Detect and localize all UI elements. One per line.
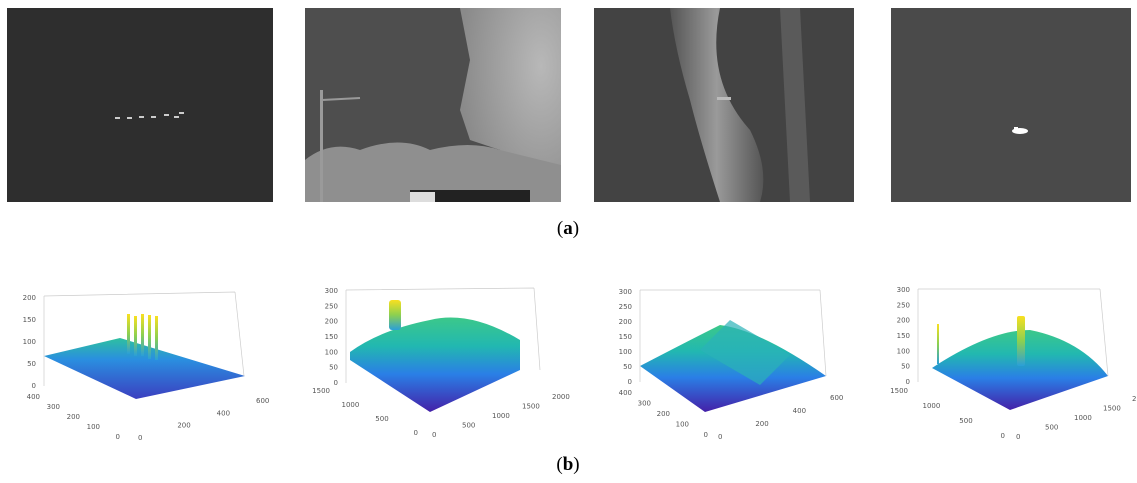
z-tick-label: 50: [623, 363, 632, 371]
z-tick-label: 250: [325, 302, 338, 310]
caption-letter: a: [563, 218, 573, 239]
y-tick-label: 0: [116, 433, 120, 441]
x-tick-label: 200: [177, 422, 190, 430]
x-tick-label: 500: [462, 422, 475, 430]
z-tick-label: 300: [897, 286, 910, 294]
x-tick-label: 0: [138, 434, 142, 442]
z-tick-label: 250: [619, 303, 632, 311]
y-tick-label: 0: [1001, 432, 1005, 440]
z-tick-label: 100: [23, 338, 36, 346]
y-tick-label: 200: [67, 413, 80, 421]
x-tick-label: 500: [1045, 424, 1058, 432]
surface-plot-3: [640, 320, 826, 412]
y-tick-label: 200: [657, 410, 670, 418]
z-tick-label: 200: [325, 318, 338, 326]
x-tick-label: 400: [793, 407, 806, 415]
x-tick-label: 1000: [492, 412, 510, 420]
ir-image-4: [891, 8, 1131, 202]
z-tick-label: 300: [619, 288, 632, 296]
z-tick-label: 100: [619, 348, 632, 356]
y-tick-label: 300: [638, 400, 651, 408]
y-tick-label: 100: [676, 421, 689, 429]
z-tick-label: 100: [897, 347, 910, 355]
caption-a: (a): [557, 218, 579, 239]
y-tick-label: 500: [959, 417, 972, 425]
x-tick-label: 0: [718, 433, 722, 441]
y-tick-label: 500: [375, 415, 388, 423]
surface-plot-1: [44, 314, 245, 399]
axis-box: [639, 289, 827, 382]
surface-plot-4: [932, 316, 1108, 410]
z-tick-label: 200: [619, 318, 632, 326]
y-tick-label: 400: [27, 393, 40, 401]
x-tick-label: 0: [432, 431, 436, 439]
y-tick-label: 1500: [890, 387, 908, 395]
x-tick-label: 400: [217, 409, 230, 417]
surface-plot-2: [350, 300, 520, 412]
caption-paren: ): [573, 218, 579, 239]
x-tick-label: 2: [1132, 395, 1136, 403]
y-tick-label: 1000: [923, 402, 941, 410]
y-tick-label: 100: [87, 423, 100, 431]
z-tick-label: 150: [619, 333, 632, 341]
z-tick-label: 50: [329, 364, 338, 372]
ir-image-1: [7, 8, 273, 202]
z-tick-label: 0: [628, 378, 632, 386]
z-tick-label: 50: [27, 360, 36, 368]
z-tick-label: 50: [901, 363, 910, 371]
x-tick-label: 1500: [522, 403, 540, 411]
z-tick-label: 150: [897, 332, 910, 340]
y-tick-label: 1000: [342, 401, 360, 409]
caption-paren: (: [556, 454, 562, 475]
z-tick-label: 0: [334, 379, 338, 387]
y-tick-label: 0: [414, 429, 418, 437]
x-tick-label: 2000: [552, 393, 570, 401]
y-tick-label: 400: [619, 389, 632, 397]
y-tick-label: 1500: [312, 387, 330, 395]
z-tick-label: 150: [23, 316, 36, 324]
x-tick-label: 600: [256, 397, 269, 405]
y-tick-label: 300: [47, 403, 60, 411]
caption-paren: ): [573, 454, 579, 475]
z-tick-label: 200: [897, 317, 910, 325]
z-tick-label: 0: [32, 382, 36, 390]
caption-b: (b): [556, 454, 579, 475]
z-tick-label: 200: [23, 294, 36, 302]
ir-image-2: [305, 8, 561, 202]
ir-image-3: [594, 8, 854, 202]
x-tick-label: 200: [755, 420, 768, 428]
caption-letter: b: [563, 454, 574, 475]
x-tick-label: 0: [1016, 433, 1020, 441]
z-tick-label: 150: [325, 333, 338, 341]
x-tick-label: 1500: [1103, 405, 1121, 413]
y-tick-label: 0: [704, 431, 708, 439]
x-tick-label: 1000: [1074, 414, 1092, 422]
z-tick-label: 100: [325, 348, 338, 356]
axis-box: [345, 287, 541, 383]
z-tick-label: 0: [906, 378, 910, 386]
axis-box: [917, 288, 1109, 382]
z-tick-label: 300: [325, 287, 338, 295]
caption-paren: (: [557, 218, 563, 239]
axis-box: [43, 291, 245, 386]
x-tick-label: 600: [830, 394, 843, 402]
z-tick-label: 250: [897, 301, 910, 309]
